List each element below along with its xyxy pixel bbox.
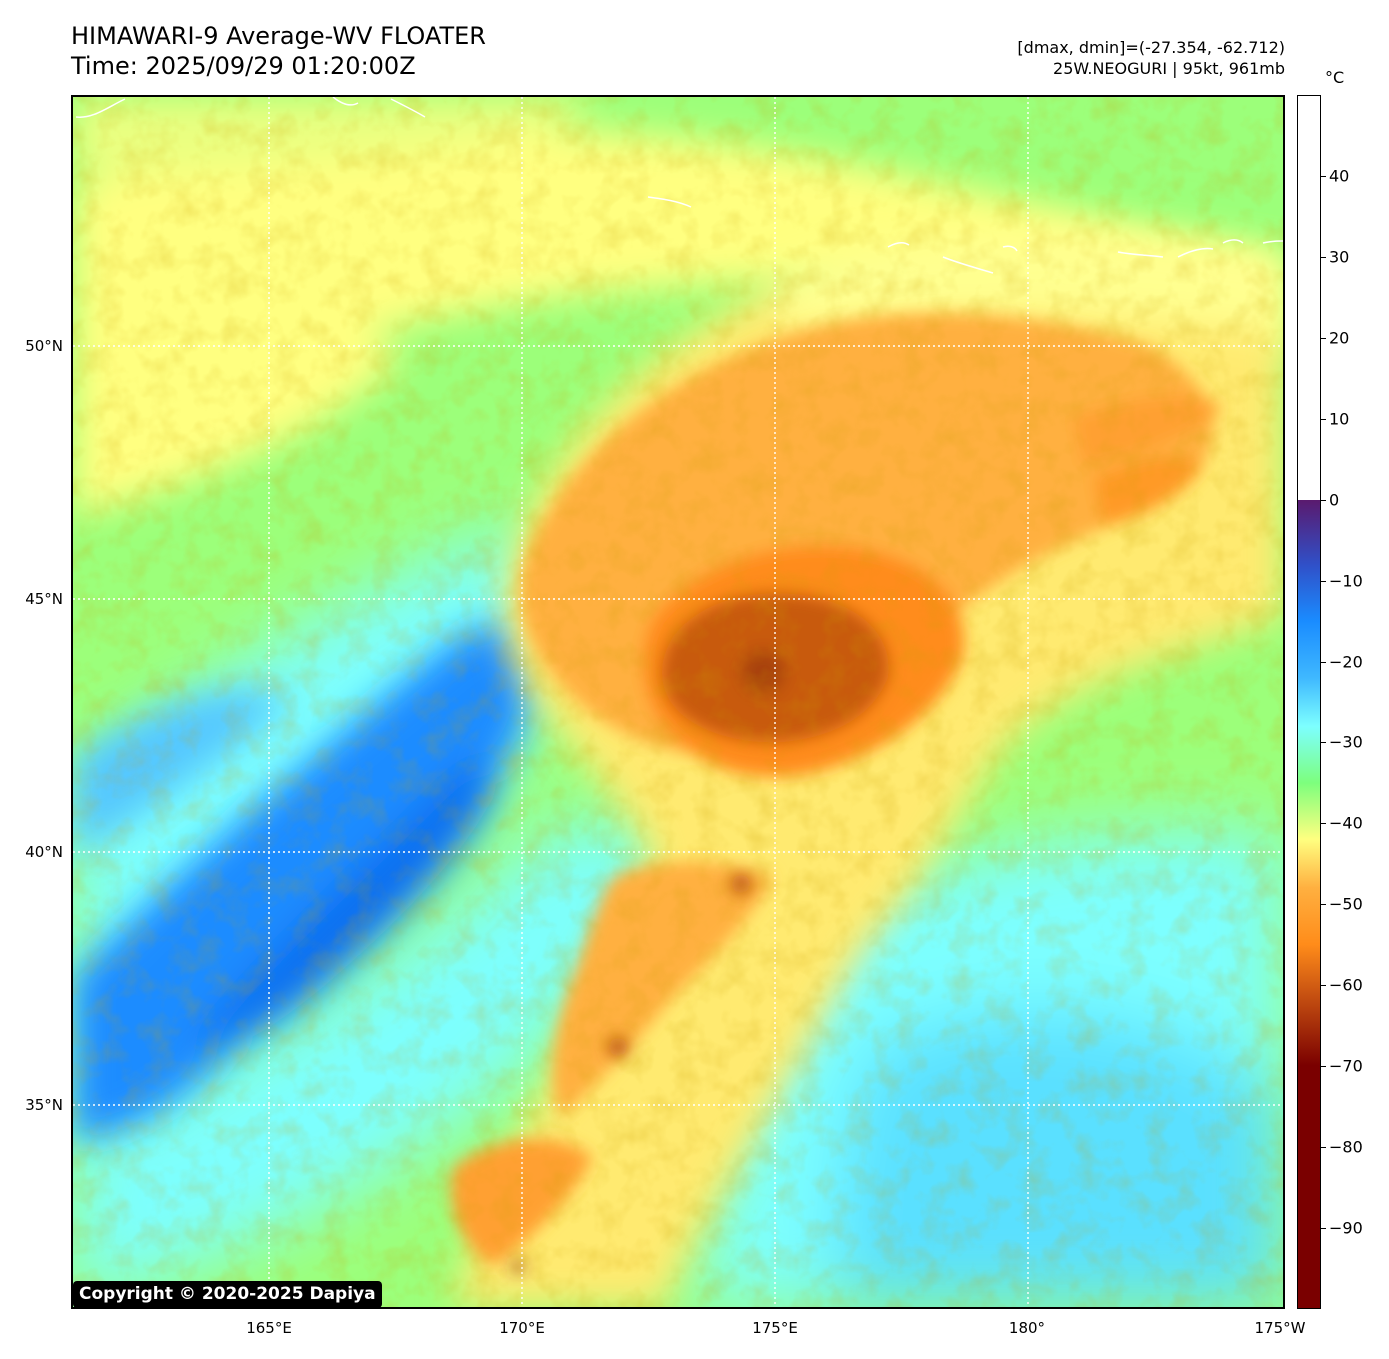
colorbar-unit: °C	[1325, 68, 1345, 87]
copyright-badge: Copyright © 2020-2025 Dapiya	[73, 1281, 382, 1308]
colorbar-tick-label: −40	[1329, 813, 1363, 833]
colorbar-tick	[1321, 337, 1326, 339]
colorbar-tick-label: 0	[1329, 490, 1340, 510]
colorbar-tick-label: −20	[1329, 652, 1363, 672]
storm-info: 25W.NEOGURI | 95kt, 961mb	[1053, 59, 1285, 78]
colorbar-tick	[1321, 985, 1326, 987]
timestamp: Time: 2025/09/29 01:20:00Z	[71, 52, 416, 80]
lon-label-170e: 170°E	[499, 1319, 545, 1337]
colorbar-tick-label: −60	[1329, 975, 1363, 995]
colorbar-tick	[1321, 1066, 1326, 1068]
colorbar-tick	[1321, 904, 1326, 906]
lat-label-45n: 45°N	[25, 590, 63, 608]
lon-label-175e: 175°E	[752, 1319, 798, 1337]
coastline-kamchatka	[75, 98, 126, 118]
coastline-fox-3	[1222, 239, 1244, 244]
colorbar-tick-label: 40	[1329, 166, 1350, 186]
colorbar-tick-label: −10	[1329, 571, 1363, 591]
cloud-texture	[73, 97, 1283, 1307]
colorbar-tick	[1321, 823, 1326, 825]
lon-label-165e: 165°E	[246, 1319, 292, 1337]
chart-title: HIMAWARI-9 Average-WV FLOATER	[71, 22, 486, 50]
colorbar-tick-label: −50	[1329, 894, 1363, 914]
lon-label-180: 180°	[1008, 1319, 1046, 1337]
colorbar-tick	[1321, 1147, 1326, 1149]
colorbar-tick-label: 20	[1329, 328, 1350, 348]
lat-label-50n: 50°N	[25, 337, 63, 355]
satellite-map	[71, 95, 1285, 1309]
colorbar-tick-label: 30	[1329, 247, 1350, 267]
lat-label-40n: 40°N	[25, 843, 63, 861]
colorbar-tick-label: −70	[1329, 1056, 1363, 1076]
colorbar-tick	[1321, 580, 1326, 582]
colorbar-tick	[1321, 1228, 1326, 1230]
lon-label-175w: 175°W	[1254, 1319, 1306, 1337]
coastline-rat-islands	[887, 242, 910, 248]
colorbar-tick-label: 10	[1329, 409, 1350, 429]
coastline-alaska-peninsula	[1262, 240, 1283, 244]
coastline-fox-1	[1117, 251, 1164, 258]
colorbar-tick-label: −90	[1329, 1218, 1363, 1238]
colorbar-tick	[1321, 256, 1326, 258]
coastline-andreanof-1	[942, 256, 994, 274]
colorbar-tick	[1321, 661, 1326, 663]
dmax-dmin-readout: [dmax, dmin]=(-27.354, -62.712)	[1017, 38, 1285, 57]
coastline-andreanof-2	[1002, 245, 1018, 252]
colorbar	[1297, 95, 1321, 1309]
coastline-fox-2	[1177, 247, 1214, 258]
coastline-commander-1	[332, 97, 359, 106]
colorbar-tick	[1321, 418, 1326, 420]
colorbar-tick	[1321, 499, 1326, 501]
coastline-near-islands	[647, 196, 692, 208]
colorbar-tick-label: −80	[1329, 1137, 1363, 1157]
colorbar-tick-label: −30	[1329, 732, 1363, 752]
coastline-commander-2	[390, 98, 426, 118]
colorbar-tick	[1321, 175, 1326, 177]
gridlines	[73, 97, 1283, 1307]
colorbar-tick	[1321, 742, 1326, 744]
coastlines	[75, 97, 1283, 274]
lat-label-35n: 35°N	[25, 1096, 63, 1114]
